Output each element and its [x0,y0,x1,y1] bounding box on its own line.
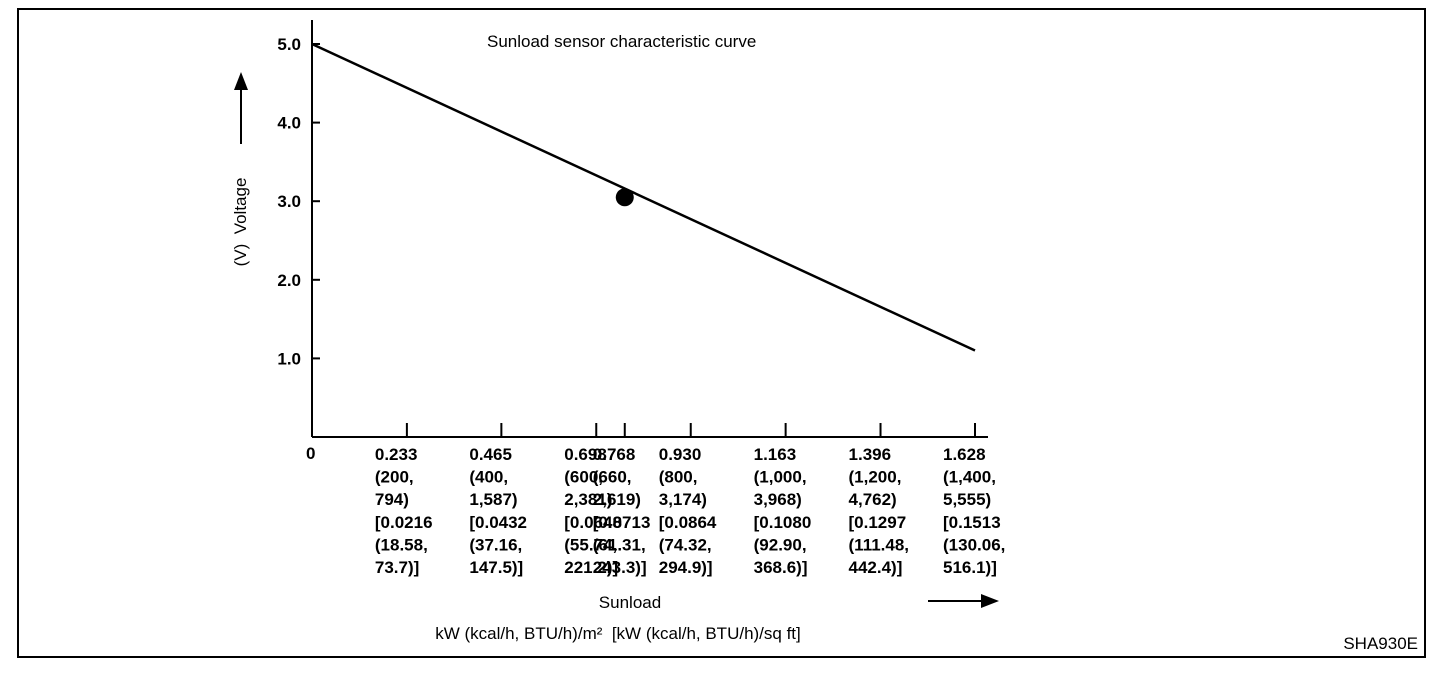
x-tick-label-line: (111.48, [849,535,910,554]
x-tick-label-line: (92.90, [754,535,807,554]
x-origin-label: 0 [306,444,315,463]
x-tick-label-line: (37.16, [469,535,522,554]
x-tick-label-line: 0.698 [564,445,607,464]
x-tick-label: 0.233 (200, 794) [0.0216 (18.58, 73.7)] [375,445,433,577]
x-tick-label: 0.465 (400, 1,587) [0.0432 (37.16, 147.5)] [469,445,527,577]
x-tick-label-line: 2,619) [593,490,641,509]
x-tick-label-line: 2,381) [564,490,612,509]
x-tick-label-line: 5,555) [943,490,991,509]
axes [311,20,988,438]
x-tick-label-line: (1,200, [849,468,902,487]
x-tick-label-line: 0.768 [593,445,636,464]
x-tick-label-line: 1.396 [849,445,892,464]
x-tick-label: 1.163 (1,000, 3,968) [0.1080 (92.90, 368.6)] [754,445,812,577]
x-tick-label-line: 243.3)] [593,558,647,577]
characteristic-marker [615,188,634,207]
x-tick-label-line: [0.1080 [754,513,812,532]
characteristic-line [311,42,976,352]
series [311,42,976,352]
x-tick-label-line: (800, [659,468,698,487]
x-axis-units: kW (kcal/h, BTU/h)/m² [kW (kcal/h, BTU/h… [435,624,801,643]
figure-code: SHA930E [1343,634,1418,653]
x-tick-label-line: [0.0648 [564,513,622,532]
x-tick-label: 0.930 (800, 3,174) [0.0864 (74.32, 294.9)] [659,445,717,577]
x-tick-label: 1.396 (1,200, 4,762) [0.1297 (111.48, 442.4)] [849,445,910,577]
x-tick-label-line: 368.6)] [754,558,808,577]
x-ticks: 0 0.233 (200, 794) [0.0216 (18.58, 73.7)] 0.465… [306,423,1005,577]
x-tick-label-line: (660, [593,468,632,487]
x-tick-label-line: (1,400, [943,468,996,487]
y-tick-label: 4.0 [277,114,301,133]
x-tick-label-line: 0.465 [469,445,512,464]
x-tick-label-line: 3,968) [754,490,802,509]
x-tick-label-line: 1,587) [469,490,517,509]
x-tick-label-line: (55.74, [564,535,617,554]
x-tick-label-line: 73.7)] [375,558,419,577]
x-tick-label-line: [0.0432 [469,513,527,532]
x-tick-label-line: 1.163 [754,445,797,464]
y-tick-label: 2.0 [277,271,301,290]
x-tick-label-line: 0.233 [375,445,418,464]
x-axis-label: Sunload [599,593,661,612]
y-axis-label: (V) Voltage [231,178,250,267]
x-tick-label: 0.768 (660, 2,619) [0.0713 (61.31, 243.3)] [593,445,651,577]
x-tick-label: 1.628 (1,400, 5,555) [0.1513 (130.06, 516.1)] [943,445,1005,577]
x-tick-label-line: 147.5)] [469,558,523,577]
x-tick-label-line: 794) [375,490,409,509]
x-tick-label-line: (400, [469,468,508,487]
x-tick-label-line: [0.1513 [943,513,1001,532]
x-axis-arrow [928,594,999,608]
x-tick-label-line: (130.06, [943,535,1005,554]
x-tick-label-line: 294.9)] [659,558,713,577]
x-tick-label-line: (600, [564,468,603,487]
x-tick-label-line: (61.31, [593,535,646,554]
y-tick-label: 1.0 [277,349,301,368]
x-tick-label-line: 221.2)] [564,558,618,577]
chart-title: Sunload sensor characteristic curve [487,32,756,51]
x-tick-label-line: (1,000, [754,468,807,487]
x-tick-label-line: [0.0216 [375,513,433,532]
y-ticks: 1.0 2.0 3.0 4.0 5.0 [277,35,320,368]
x-tick-label-line: 4,762) [849,490,897,509]
x-tick-label-line: [0.0864 [659,513,717,532]
x-tick-label: 0.698 (600, 2,381) [0.0648 (55.74, 221.2)] [564,445,622,577]
x-tick-label-line: (18.58, [375,535,428,554]
x-tick-label-line: (200, [375,468,414,487]
figure-frame [17,8,1426,658]
y-tick-label: 5.0 [277,35,301,54]
x-tick-label-line: 3,174) [659,490,707,509]
x-tick-label-line: 1.628 [943,445,986,464]
y-axis-label-group: (V) Voltage [231,178,250,267]
x-tick-label-line: 516.1)] [943,558,997,577]
x-tick-label-line: (74.32, [659,535,712,554]
y-axis-arrow [234,72,248,144]
x-tick-label-line: [0.1297 [849,513,907,532]
x-tick-label-line: [0.0713 [593,513,651,532]
x-tick-label-line: 442.4)] [849,558,903,577]
x-tick-label-line: 0.930 [659,445,702,464]
y-tick-label: 3.0 [277,192,301,211]
